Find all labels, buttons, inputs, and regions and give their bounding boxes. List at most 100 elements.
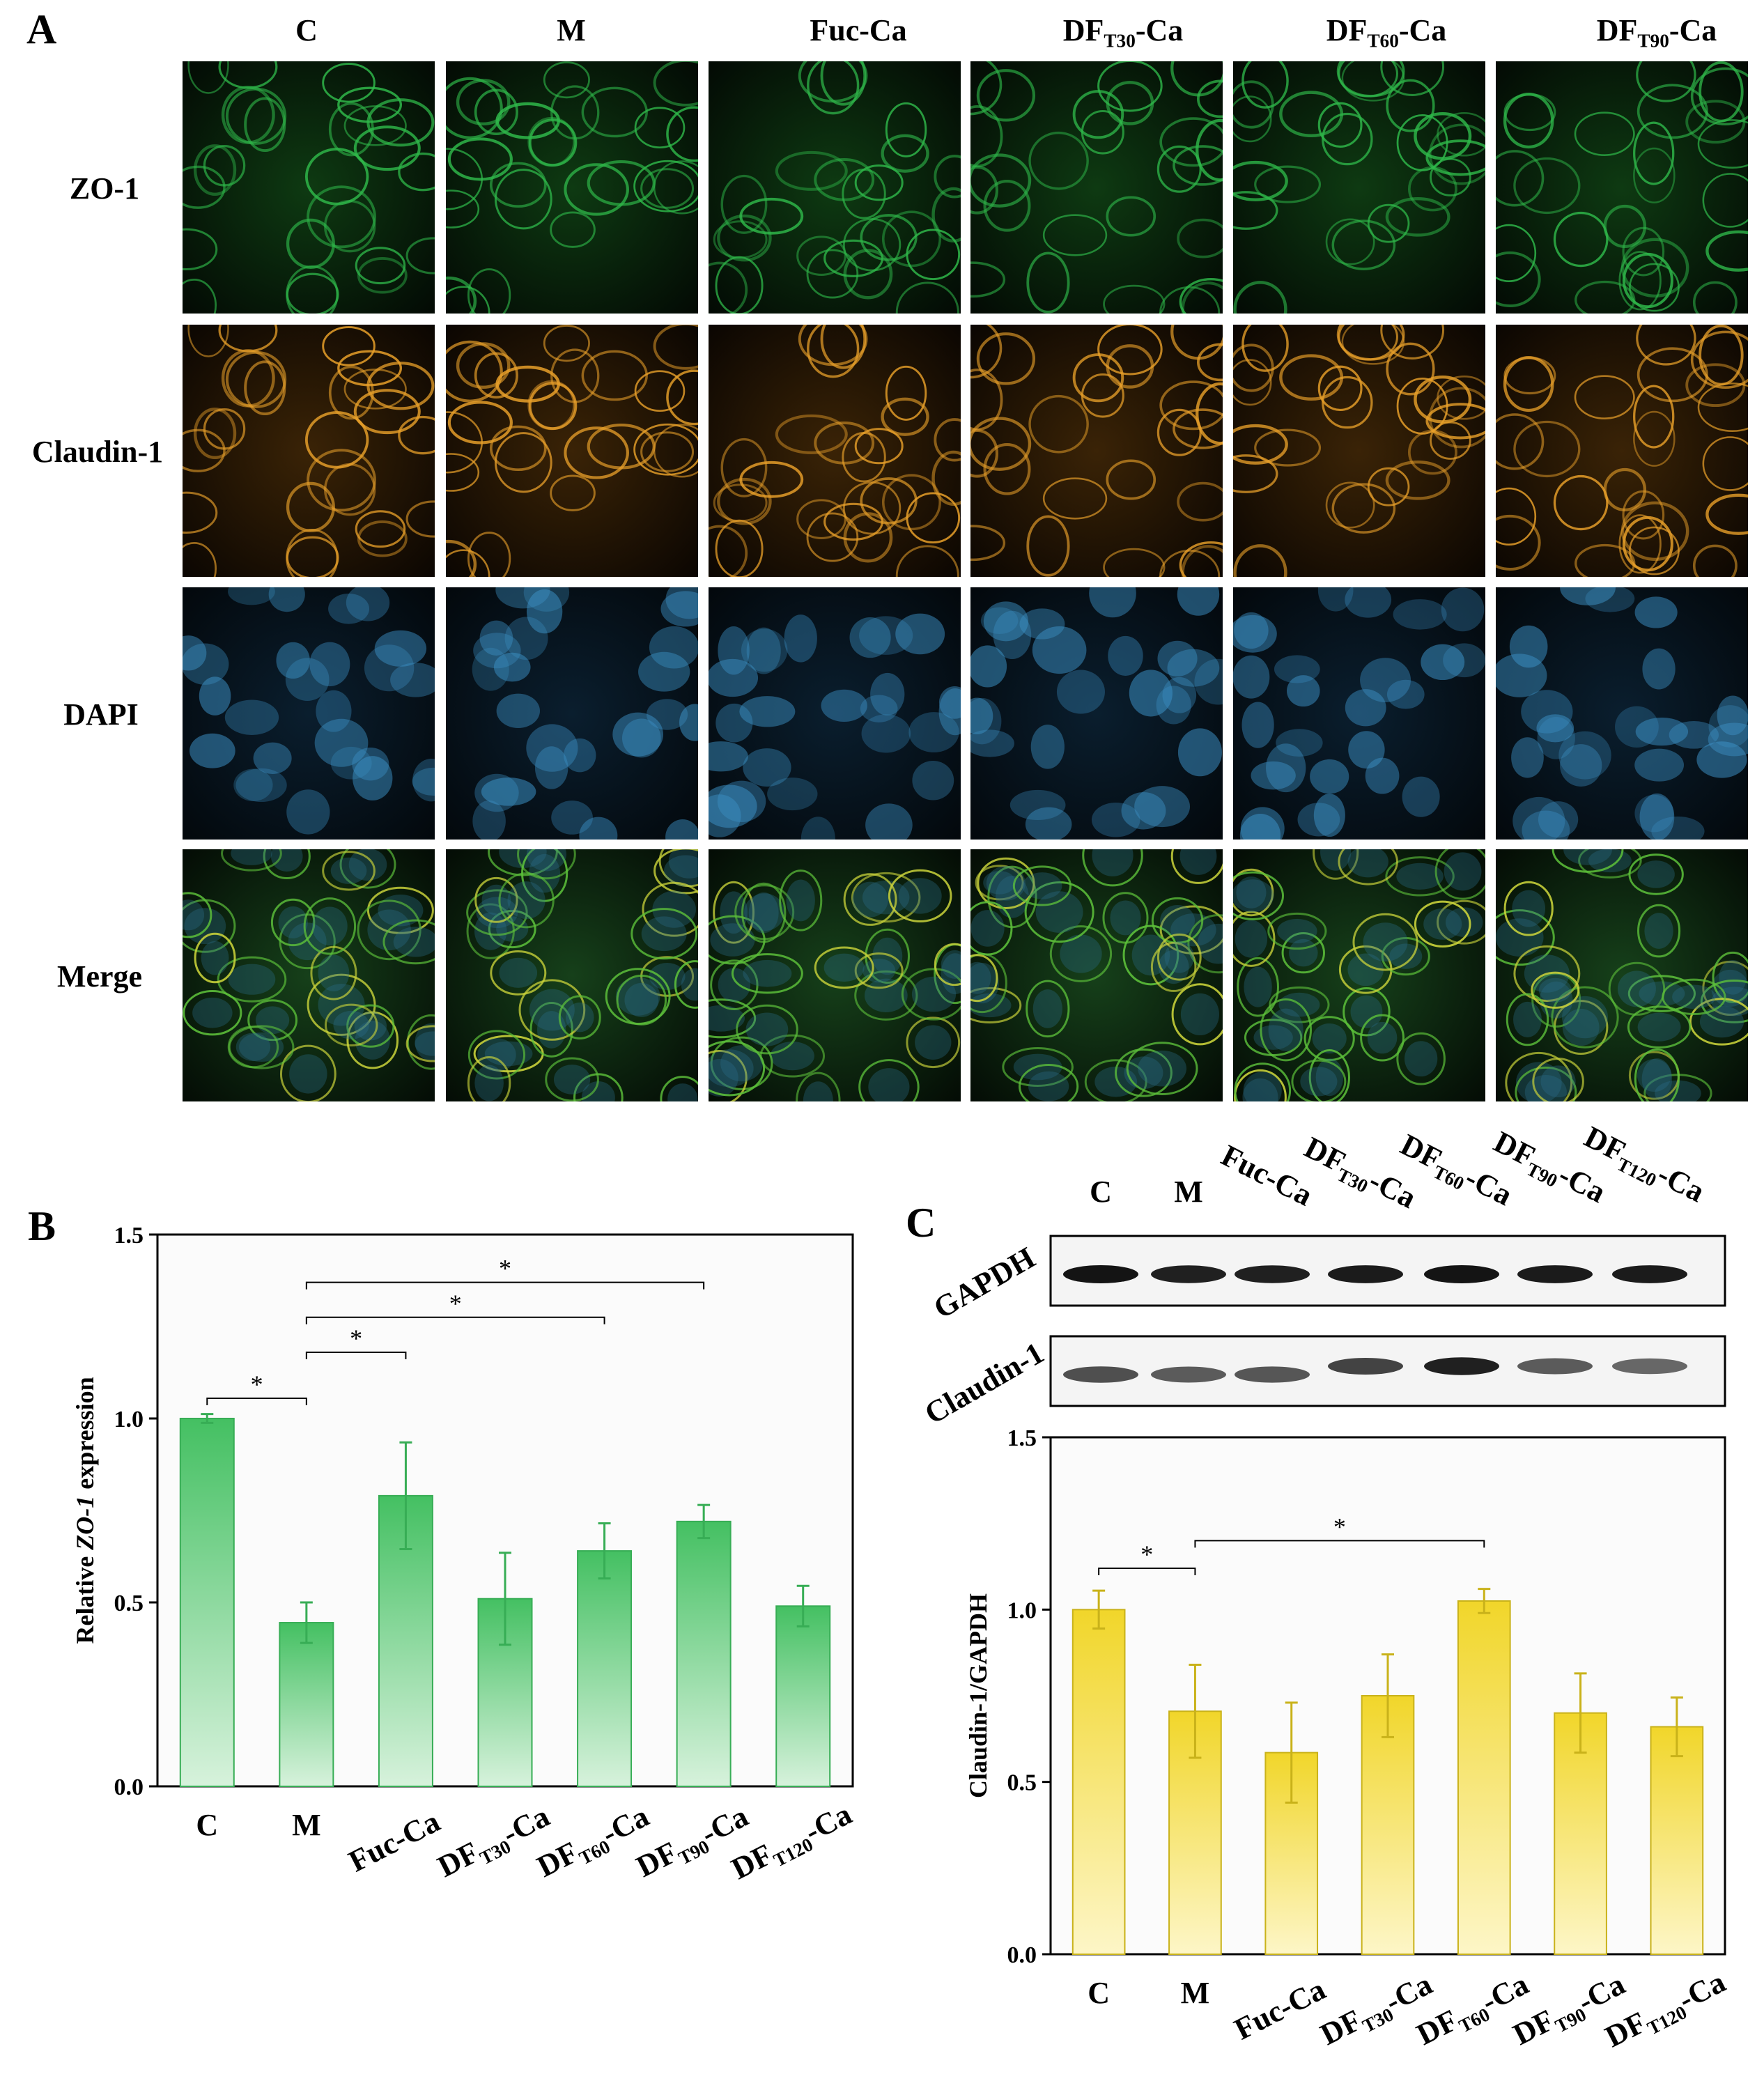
panel-c-western-blots: GAPDH Claudin-1: [919, 1235, 1726, 1431]
row-label-claudin-1: Claudin-1: [32, 435, 163, 469]
y-tick-label: 1.5: [114, 1223, 144, 1248]
micrograph-claudin-1-dft30-ca: [970, 325, 1223, 577]
panel-a-letter: A: [26, 6, 56, 52]
blot-gapdh: GAPDH: [928, 1235, 1726, 1326]
micrograph-claudin-1-dft60-ca: [1233, 325, 1485, 577]
blot-band: [1328, 1265, 1403, 1283]
bar-dft60-ca: [1457, 1600, 1511, 1955]
blot-band: [1612, 1265, 1687, 1283]
column-label-dft90-ca: DFT90-Ca: [1597, 13, 1717, 52]
significance-bracket: *: [305, 1255, 705, 1290]
blot-band: [1517, 1265, 1593, 1283]
blot-band: [1517, 1358, 1593, 1375]
blot-band: [1235, 1265, 1310, 1283]
micrograph-zo-1-fuc-ca: [709, 61, 961, 314]
micrograph-dapi-m: [446, 587, 698, 840]
panel-b-letter: B: [28, 1203, 56, 1249]
y-tick-label: 0.5: [1007, 1770, 1037, 1796]
error-bar-c: [201, 1413, 214, 1424]
y-tick-label: 0.0: [114, 1774, 144, 1800]
micrograph-zo-1-dft90-ca: [1496, 61, 1748, 314]
column-label-dft30-ca: DFT30-Ca: [1063, 13, 1184, 52]
y-axis-label: Relative ZO-1 expression: [71, 1377, 99, 1644]
significance-star: *: [350, 1324, 362, 1352]
significance-bracket: *: [206, 1370, 307, 1405]
blot-band: [1151, 1366, 1226, 1383]
error-bar-dft90-ca: [1574, 1672, 1587, 1754]
y-tick-label: 0.0: [1007, 1942, 1037, 1968]
x-tick-label-m: M: [1181, 1976, 1210, 2010]
error-bar-fuc-ca: [399, 1441, 412, 1550]
bar-dft90-ca: [1554, 1712, 1607, 1956]
significance-bracket: *: [305, 1290, 605, 1324]
blot-band: [1612, 1358, 1687, 1375]
blot-band: [1235, 1366, 1310, 1383]
error-bar-dft60-ca: [1478, 1588, 1491, 1614]
x-tick-label-fuc-ca: Fuc-Ca: [343, 1804, 445, 1879]
micrograph-claudin-1-c: [183, 325, 435, 577]
bar-dft120-ca: [1650, 1726, 1704, 1956]
y-tick-label: 0.5: [114, 1591, 144, 1616]
row-label-zo-1: ZO-1: [70, 171, 139, 206]
error-bar-m: [300, 1601, 313, 1644]
column-label-m: M: [557, 13, 586, 47]
micrograph-dapi-fuc-ca: [709, 587, 961, 840]
panel-a: A C M Fuc-Ca DFT30-Ca DFT60-Ca DFT90-Ca ZO-1 C…: [26, 6, 1748, 1101]
micrograph-dapi-dft90-ca: [1496, 587, 1748, 840]
lane-label-c: C: [1090, 1175, 1112, 1209]
y-tick-label: 1.5: [1007, 1425, 1037, 1451]
significance-star: *: [449, 1290, 462, 1317]
y-tick-label: 1.0: [1007, 1598, 1037, 1623]
panel-c-chart: 0.0 0.5 1.0 1.5 Claudin-1/GAPDH C M Fuc-CaDFT30…: [964, 1425, 1731, 2055]
micrograph-dapi-dft60-ca: [1233, 587, 1485, 840]
error-bar-dft30-ca: [499, 1552, 511, 1646]
significance-star: *: [1333, 1513, 1346, 1540]
blot-band: [1424, 1357, 1499, 1375]
panel-b: B 0.0 0.5 1.0 1.5 Relative ZO-1 expression C M…: [28, 1203, 857, 1887]
panel-a-micrograph-grid: [183, 61, 1748, 1101]
bar-m: [279, 1622, 334, 1788]
x-tick-label-fuc-ca: Fuc-Ca: [1229, 1972, 1331, 2047]
blot-band: [1151, 1265, 1226, 1283]
x-tick-label-dft30-ca: DFT30-Ca: [432, 1799, 557, 1887]
bar-dft60-ca: [577, 1550, 633, 1788]
panel-c: C C M Fuc-CaDFT30-CaDFT60-CaDFT90-CaDFT120…: [906, 1120, 1731, 2055]
blot-band: [1063, 1265, 1138, 1283]
error-bar-dft90-ca: [697, 1503, 711, 1540]
micrograph-merge-m: [446, 849, 698, 1101]
column-label-fuc-ca: Fuc-Ca: [810, 13, 906, 47]
blot-label-claudin-1: Claudin-1: [919, 1336, 1050, 1431]
micrograph-zo-1-dft60-ca: [1233, 61, 1485, 314]
bar-dft120-ca: [775, 1605, 831, 1788]
panel-c-letter: C: [906, 1200, 936, 1246]
micrograph-merge-fuc-ca: [709, 849, 961, 1101]
significance-star: *: [1140, 1540, 1153, 1568]
row-label-merge: Merge: [57, 959, 142, 993]
blot-claudin-1: Claudin-1: [919, 1335, 1726, 1431]
micrograph-claudin-1-m: [446, 325, 698, 577]
error-bar-dft120-ca: [1670, 1696, 1683, 1758]
blot-band: [1063, 1366, 1138, 1383]
column-label-dft60-ca: DFT60-Ca: [1326, 13, 1447, 52]
x-tick-label-dft30-ca: DFT30-Ca: [1315, 1967, 1439, 2055]
significance-bracket: *: [1194, 1513, 1485, 1548]
lane-label-fuc-ca: Fuc-Ca: [1216, 1138, 1317, 1213]
error-bar-dft120-ca: [796, 1584, 810, 1627]
y-tick-label: 1.0: [114, 1407, 144, 1432]
x-tick-label-m: M: [292, 1808, 321, 1842]
bar-c: [179, 1418, 235, 1787]
micrograph-merge-dft60-ca: [1233, 849, 1485, 1101]
micrograph-zo-1-c: [183, 61, 435, 314]
bar-dft90-ca: [676, 1520, 732, 1788]
bar-c: [1071, 1609, 1126, 1955]
error-bar-dft60-ca: [598, 1522, 611, 1580]
error-bar-m: [1189, 1663, 1202, 1759]
error-bar-dft30-ca: [1382, 1653, 1394, 1738]
blot-band: [1424, 1265, 1499, 1283]
blot-label-gapdh: GAPDH: [928, 1241, 1041, 1326]
panel-a-row-labels: ZO-1 Claudin-1 DAPI Merge: [32, 171, 163, 993]
micrograph-zo-1-m: [446, 61, 698, 314]
significance-bracket: *: [305, 1324, 407, 1359]
x-tick-label-c: C: [196, 1808, 218, 1842]
